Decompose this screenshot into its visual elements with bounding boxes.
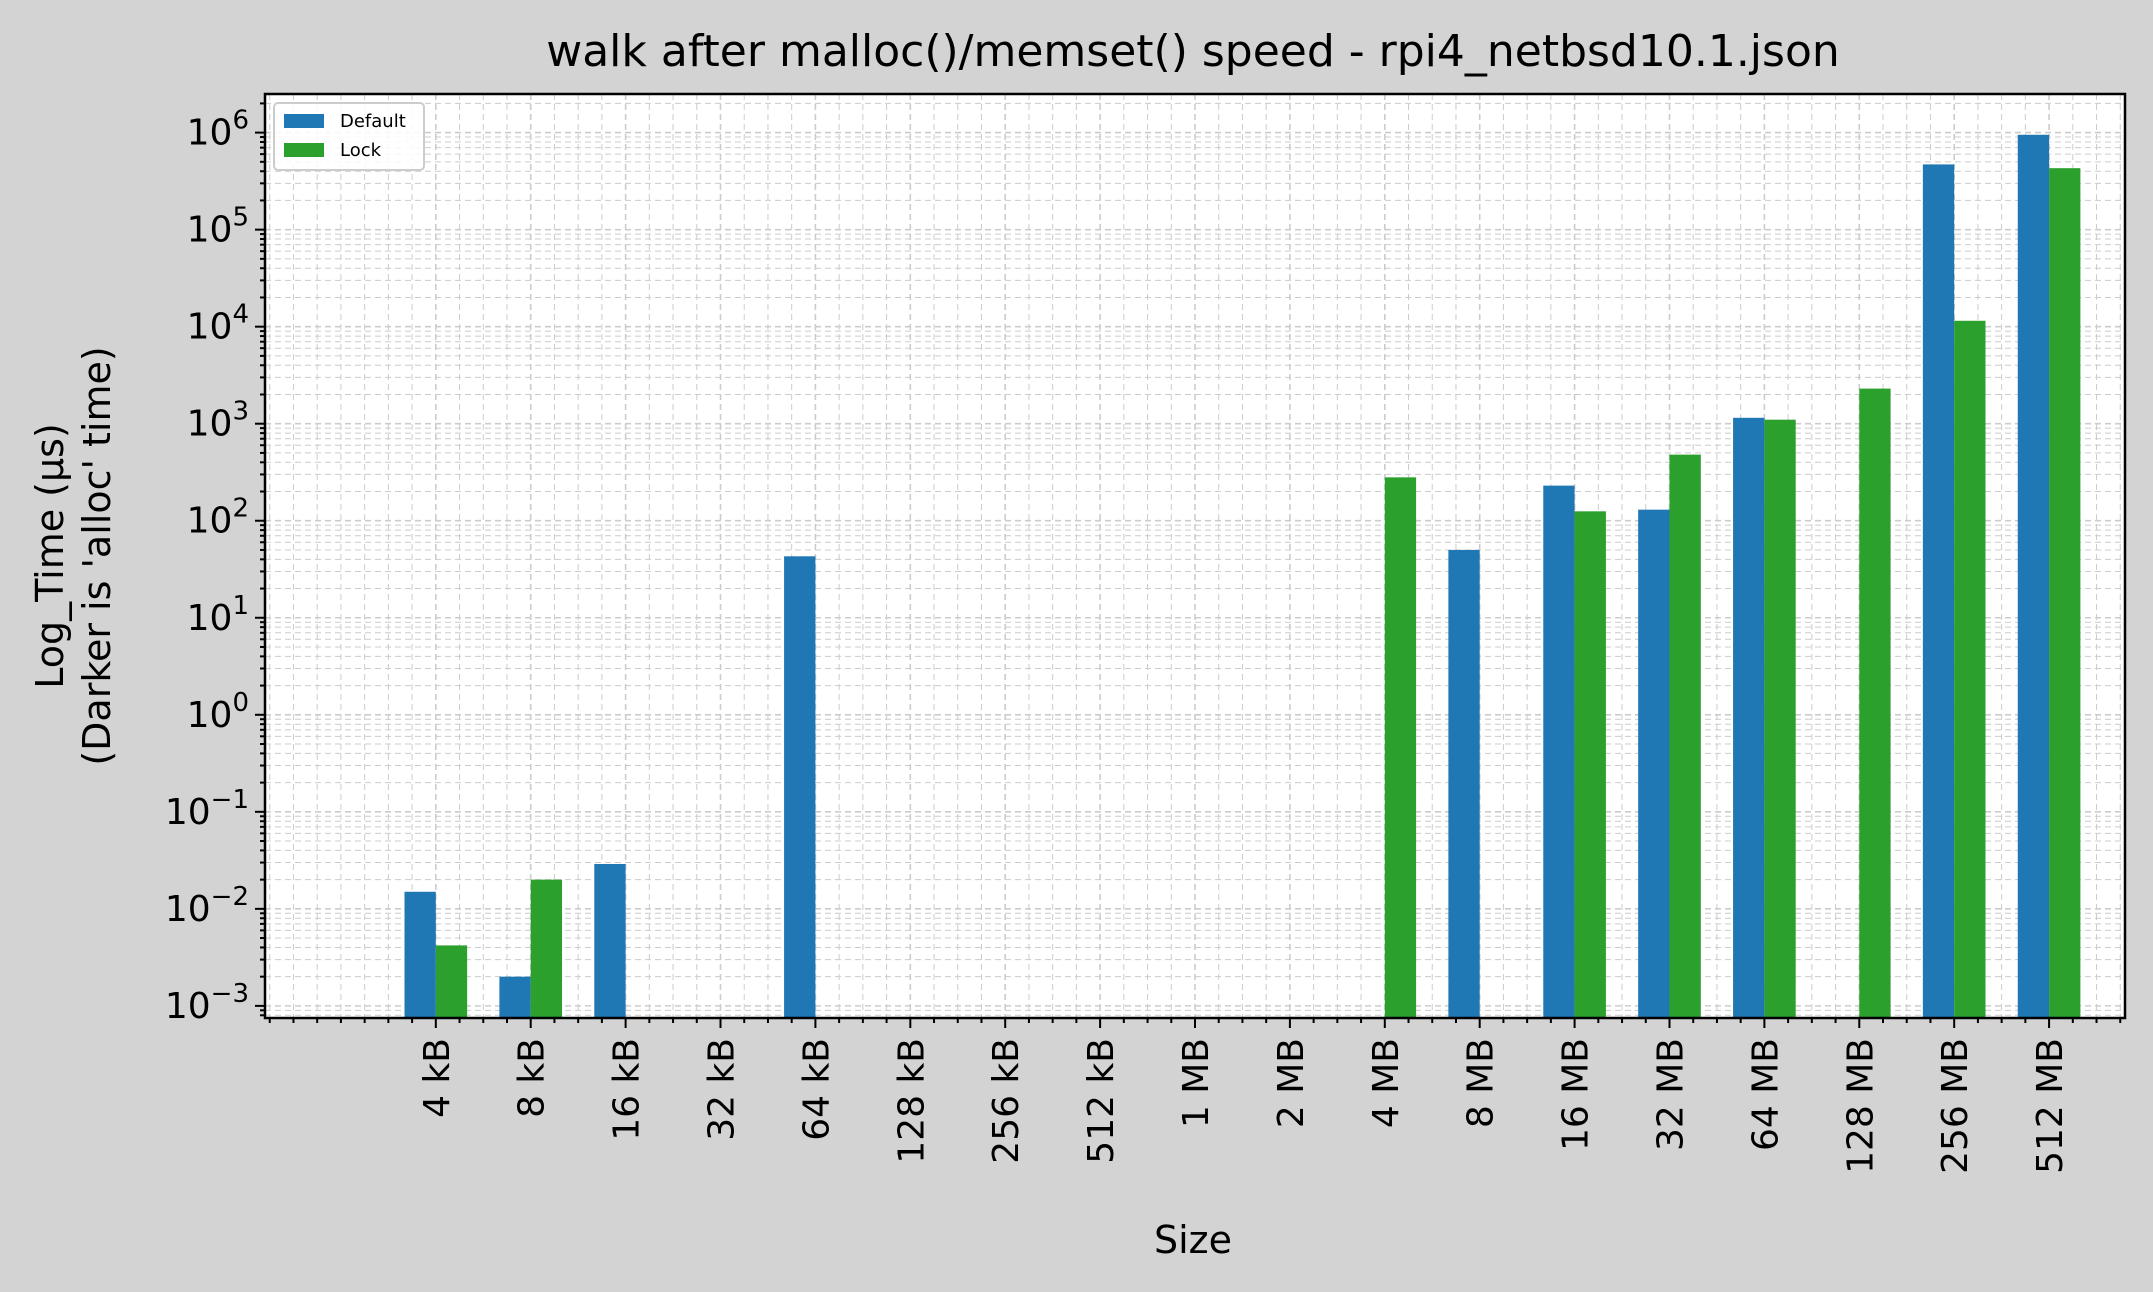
x-axis: 4 kB 8 kB 16 kB 32 kB 64 kB 128 kB 256 kB 512 k… [268,1018,2122,1174]
bar-default-64mb [1733,417,1765,1018]
x-tick-label: 256 kB [986,1038,1027,1164]
y-axis: 10−3 10−2 10−1 100 101 102 103 104 105 106 [165,102,265,1027]
x-tick-label: 4 kB [417,1038,458,1118]
bar-default-8kb [499,976,531,1018]
x-tick-label: 128 MB [1840,1038,1881,1174]
x-tick-label: 256 MB [1935,1038,1976,1174]
y-tick-label: 103 [187,397,249,445]
bar-lock-512mb [2049,168,2081,1019]
y-axis-label-line2: (Darker is 'alloc' time) [75,346,119,765]
y-tick-label: 102 [187,494,249,542]
x-tick-label: 2 MB [1271,1038,1312,1128]
x-tick-label: 8 MB [1461,1038,1502,1128]
grid [265,94,2125,1018]
bar-lock-128mb [1859,388,1891,1018]
bar-lock-8kb [530,879,563,1018]
x-tick-label: 512 MB [2030,1038,2071,1174]
bar-lock-64mb [1764,419,1796,1018]
bar-default-256mb [1922,164,1955,1018]
y-tick-label: 10−2 [165,882,249,930]
bar-default-64kb [784,556,816,1018]
x-tick-label: 128 kB [891,1038,932,1164]
bar-default-16kb [594,863,626,1018]
y-tick-label: 100 [187,688,249,736]
chart-title: walk after malloc()/memset() speed - rpi… [546,26,1840,77]
bar-lock-4mb [1384,477,1417,1018]
y-axis-label-line1: Log_Time (µs) [28,423,72,689]
y-tick-label: 101 [187,591,249,639]
x-tick-label: 4 MB [1366,1038,1407,1128]
legend-swatch-default [284,114,324,128]
x-tick-label: 8 kB [512,1038,553,1118]
x-axis-label: Size [1154,1218,1232,1262]
y-tick-label: 10−1 [165,785,249,833]
legend[interactable]: Default Lock [273,102,425,171]
y-tick-label: 10−3 [165,979,249,1027]
bars [404,134,2081,1019]
y-tick-label: 104 [187,300,249,348]
bar-default-4kb [404,891,436,1018]
bar-default-512mb [2017,134,2050,1018]
x-tick-label: 64 kB [796,1038,837,1141]
y-tick-label: 105 [187,203,249,251]
legend-label-default: Default [340,111,406,132]
x-tick-label: 32 MB [1650,1038,1691,1151]
bar-lock-256mb [1954,320,1986,1019]
bar-lock-16mb [1574,511,1606,1018]
bar-default-16mb [1543,485,1575,1018]
y-tick-label: 106 [187,106,249,154]
bar-lock-32mb [1669,454,1701,1018]
legend-label-lock: Lock [340,140,382,161]
x-tick-label: 1 MB [1176,1038,1217,1128]
x-tick-label: 64 MB [1745,1038,1786,1151]
bar-default-32mb [1638,509,1670,1018]
bar-default-8mb [1448,549,1480,1018]
x-tick-label: 16 MB [1556,1038,1597,1151]
x-tick-label: 16 kB [607,1038,648,1141]
bar-lock-4kb [435,945,468,1018]
x-tick-label: 512 kB [1081,1038,1122,1164]
x-tick-label: 32 kB [702,1038,743,1141]
legend-swatch-lock [284,143,324,157]
